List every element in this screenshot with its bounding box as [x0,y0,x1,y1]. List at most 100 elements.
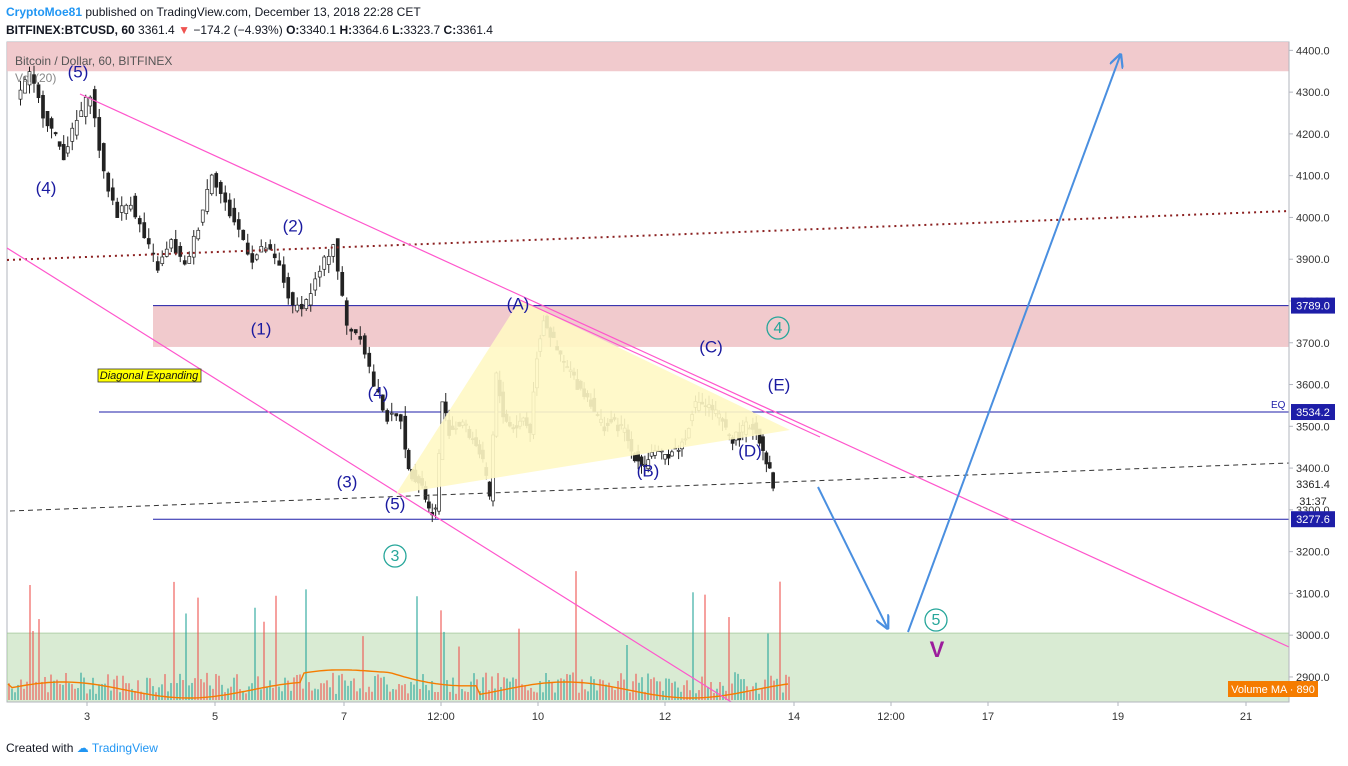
wave-label: (E) [768,375,791,394]
candle-body [209,174,214,195]
candle-body [389,412,394,415]
volume-indicator-label: Vol (20) [15,71,56,85]
volume-bar [761,688,763,700]
wave-label: (4) [368,383,389,402]
tradingview-brand[interactable]: TradingView [91,741,158,755]
volume-bar [368,686,370,700]
volume-bar [608,682,610,700]
volume-bar [563,679,565,700]
volume-bar [329,687,331,700]
candle-body [227,199,232,217]
volume-bar [8,683,10,700]
x-tick-label: 17 [982,711,994,723]
volume-bar [716,688,718,700]
current-price-label: 3361.4 [1296,479,1330,491]
wave-label: (2) [283,216,304,235]
candle-body [767,462,772,469]
candle-body [290,292,295,306]
candle-body [45,111,50,127]
volume-bar [374,676,376,700]
volume-bar [233,677,235,700]
candle-body [178,245,183,257]
volume-bar [509,681,511,700]
volume-bar [119,692,121,700]
candle-body [433,507,438,510]
y-tick-label: 3900.0 [1296,254,1330,266]
volume-bar [146,677,148,700]
candle-body [326,255,331,265]
countdown-label: 31:37 [1299,496,1327,508]
candle-body [376,388,381,393]
open-label: O: [286,23,300,37]
candle-body [663,454,667,460]
volume-bar [389,691,391,700]
volume-bar [347,685,349,700]
candle-body [79,110,84,117]
volume-bar [182,680,184,700]
candle-body [53,132,58,135]
candle-body [83,96,88,117]
candle-body [214,173,219,188]
volume-bar [578,692,580,700]
volume-bar [179,673,181,700]
volume-bar [50,674,52,700]
zone-mid-resistance [153,305,1289,347]
volume-bar [770,675,772,700]
volume-bar [413,684,415,700]
volume-bar [527,690,529,700]
zone-top-resistance [7,42,1289,72]
volume-bar [383,676,385,700]
volume-bar [683,685,685,700]
volume-bar [494,688,496,700]
candle-body [101,143,106,172]
low-label: L: [392,23,404,37]
candle-body [32,74,36,84]
candle-body [218,181,223,194]
high-label: H: [339,23,353,37]
volume-bar [575,571,577,700]
volume-bar [605,684,607,700]
candle-body [487,481,492,497]
volume-bar [113,679,115,700]
volume-bar [758,693,760,700]
candle-body [36,84,41,99]
author-link[interactable]: CryptoMoe81 [6,5,83,19]
volume-bar [557,679,559,700]
candle-body [666,454,671,459]
candle-body [245,242,250,255]
low-value: 3323.7 [403,23,441,37]
volume-bar [560,678,562,700]
volume-bar [260,689,262,700]
volume-bar [215,674,217,700]
volume-bar [332,672,334,700]
volume-bar [620,673,622,700]
price-change: −174.2 (−4.93%) [193,23,283,37]
triangle-upper-line [519,299,821,438]
volume-bar [782,692,784,700]
volume-bar [239,689,241,700]
volume-bar [395,689,397,700]
volume-bar [242,691,244,700]
last-price: 3361.4 [138,23,175,37]
volume-bar [185,613,187,700]
volume-bar [209,685,211,700]
volume-bar [497,673,499,700]
close-label: C: [443,23,457,37]
candle-body [286,277,291,299]
volume-bar [200,679,202,700]
candle-body [133,195,138,218]
y-tick-label: 4100.0 [1296,171,1330,183]
volume-bar [17,684,19,700]
volume-bar [44,676,46,700]
wave-label: (5) [68,62,89,81]
volume-bar [56,679,58,700]
level-price-tag [1291,404,1335,421]
volume-bar [596,690,598,700]
volume-bar [47,692,49,700]
volume-bar [206,672,208,700]
volume-bar [449,691,451,700]
volume-bar [674,681,676,700]
volume-bar [221,684,223,700]
candle-body [367,352,372,367]
